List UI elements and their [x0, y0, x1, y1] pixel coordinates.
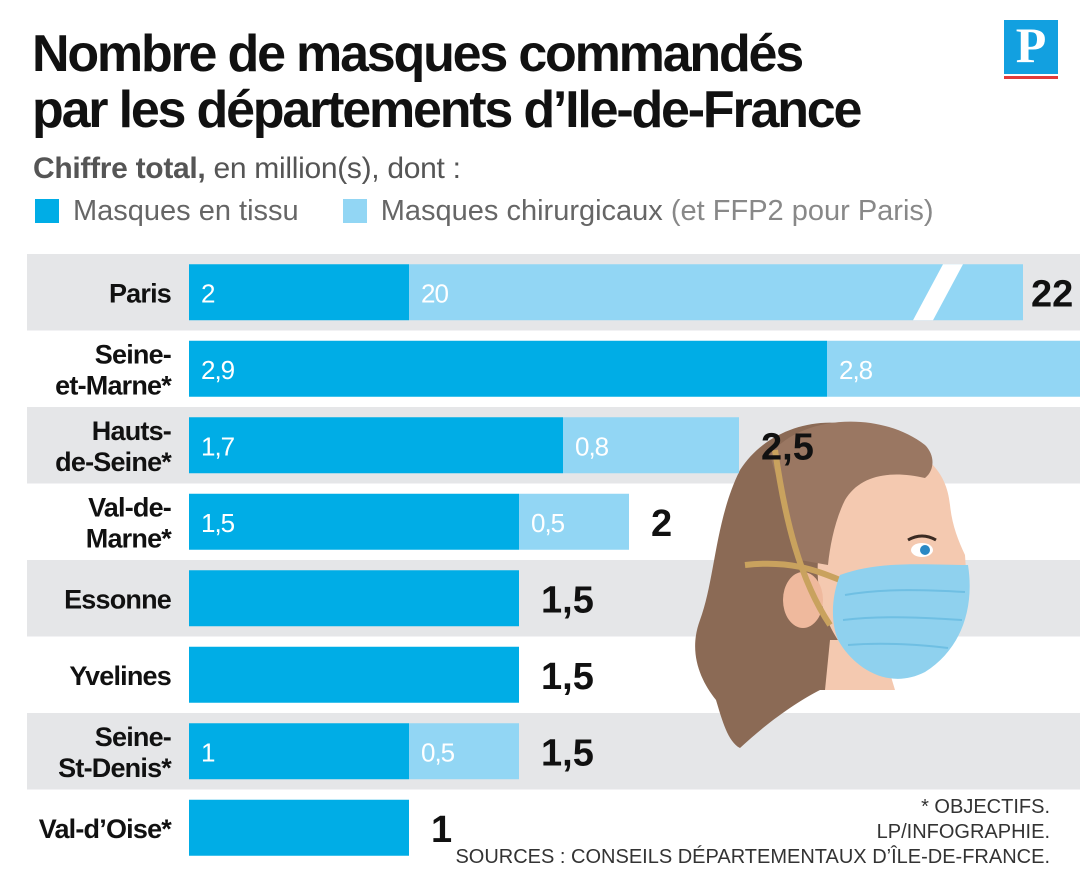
total-label: 1	[431, 809, 452, 851]
bar-tissu	[189, 493, 519, 550]
bar-tissu	[189, 417, 563, 474]
bar-chirurgicaux	[563, 417, 739, 474]
logo-underline	[1004, 76, 1058, 79]
category-label: Paris	[109, 278, 171, 308]
segment-label-chirurgicaux: 0,8	[575, 431, 609, 461]
legend-item-tissu: Masques en tissu	[35, 195, 299, 228]
chart-title: Nombre de masques commandés par les dépa…	[32, 26, 932, 138]
bar-tissu	[189, 264, 409, 321]
bars: 2 20 2,9 2,8 1,7 0,8 1,5 0,5 1 0,5	[189, 264, 1080, 856]
footer-sources: SOURCES : CONSEILS DÉPARTEMENTAUX D’ÎLE-…	[455, 846, 1050, 868]
segment-label-tissu: 1,5	[201, 508, 235, 538]
segment-label-chirurgicaux: 20	[421, 278, 448, 308]
legend-swatch-tissu	[35, 199, 59, 223]
title-line-1: Nombre de masques commandés	[32, 25, 804, 83]
chart-subtitle: Chiffre total, en million(s), dont :	[33, 152, 461, 186]
category-label: Val-de-	[88, 492, 171, 522]
category-label: Val-d’Oise*	[39, 814, 173, 844]
bar-tissu	[189, 723, 409, 780]
segment-label-chirurgicaux: 2,8	[839, 355, 873, 385]
bar-tissu	[189, 570, 519, 627]
segment-label-chirurgicaux: 0,5	[531, 508, 565, 538]
title-line-2: par les départements d’Ile-de-France	[32, 81, 862, 139]
total-label: 2,5	[761, 426, 814, 468]
segment-label-tissu: 1	[201, 737, 215, 767]
footer-objectifs: * OBJECTIFS.	[921, 796, 1050, 818]
total-label: 1,5	[541, 732, 594, 774]
segment-label-tissu: 1,7	[201, 431, 235, 461]
segment-label-tissu: 2,9	[201, 355, 235, 385]
category-label: St-Denis*	[58, 753, 172, 783]
category-label: Essonne	[64, 584, 172, 614]
bar-chirurgicaux	[827, 340, 1080, 397]
category-label: Hauts-	[92, 416, 171, 446]
bar-tissu	[189, 646, 519, 703]
legend-label-tissu: Masques en tissu	[73, 195, 299, 227]
logo-letter: P	[1015, 17, 1047, 73]
segment-label-chirurgicaux: 0,5	[421, 737, 455, 767]
total-label: 2	[651, 503, 672, 545]
publisher-logo: P	[1004, 17, 1058, 79]
footer-credit: LP/INFOGRAPHIE.	[876, 821, 1050, 843]
bar-chirurgicaux	[519, 493, 629, 550]
bar-tissu	[189, 799, 409, 856]
category-labels: Paris Seine-et-Marne* Hauts-de-Seine* Val-d…	[39, 278, 173, 844]
legend: Masques en tissu Masques chirurgicaux (e…	[35, 195, 970, 228]
woman-wearing-surgical-mask-icon	[695, 421, 970, 748]
total-label: 22	[1031, 273, 1073, 315]
segment-label-tissu: 2	[201, 278, 215, 308]
legend-swatch-chirurgicaux	[342, 199, 367, 223]
legend-label-chirurgicaux: Masques chirurgicaux	[380, 195, 663, 227]
subtitle-bold: Chiffre total,	[33, 152, 206, 185]
category-label: Seine-	[95, 722, 171, 752]
footer-notes: * OBJECTIFS. LP/INFOGRAPHIE. SOURCES : C…	[455, 795, 1050, 870]
total-labels: 225,72,521,51,51,51	[431, 273, 1073, 851]
total-label: 1,5	[541, 656, 594, 698]
category-label: Seine-	[95, 339, 171, 369]
axis-break-mark	[913, 264, 963, 321]
subtitle-rest: en million(s), dont :	[205, 152, 461, 185]
category-label: Yvelines	[69, 661, 171, 691]
category-label: Marne*	[86, 523, 173, 553]
legend-note-chirurgicaux: (et FFP2 pour Paris)	[662, 195, 934, 227]
legend-item-chirurgicaux: Masques chirurgicaux (et FFP2 pour Paris…	[342, 195, 934, 228]
total-label: 1,5	[541, 579, 594, 621]
bar-chirurgicaux	[409, 723, 519, 780]
bar-tissu	[189, 340, 827, 397]
category-label: de-Seine*	[55, 447, 172, 477]
category-label: et-Marne*	[55, 370, 172, 400]
